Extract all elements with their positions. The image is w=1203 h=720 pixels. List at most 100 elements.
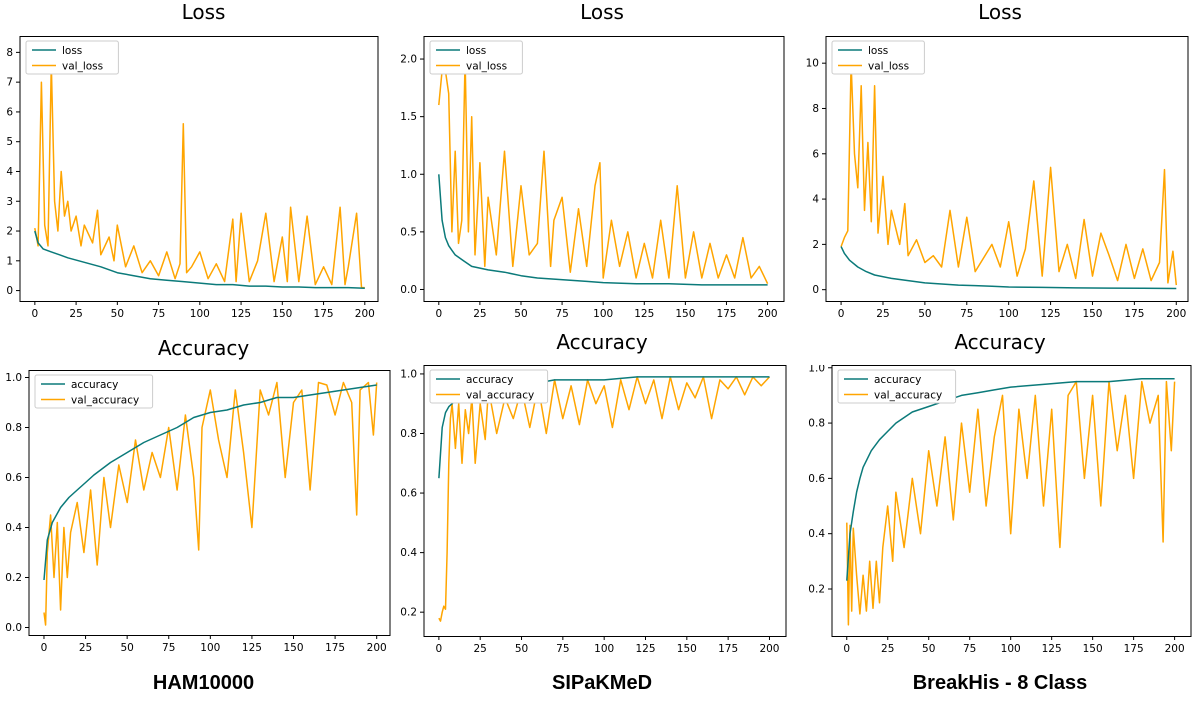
legend-label: val_accuracy bbox=[466, 389, 534, 401]
series-line-loss bbox=[840, 246, 1177, 290]
x-tick-label: 50 bbox=[514, 308, 527, 320]
series-line-val_loss bbox=[34, 63, 365, 289]
x-tick-label: 150 bbox=[272, 308, 292, 320]
x-tick-label: 25 bbox=[881, 643, 894, 655]
y-tick-label: 8 bbox=[812, 103, 819, 115]
x-tick-label: 50 bbox=[515, 643, 528, 655]
x-tick-label: 25 bbox=[79, 642, 92, 654]
y-tick-label: 0.4 bbox=[808, 528, 825, 540]
y-tick-label: 0.2 bbox=[5, 572, 22, 584]
y-tick-label: 10 bbox=[806, 58, 819, 70]
x-tick-label: 175 bbox=[718, 643, 738, 655]
x-tick-label: 75 bbox=[963, 643, 976, 655]
x-tick-label: 175 bbox=[1124, 308, 1144, 320]
x-tick-label: 150 bbox=[1082, 308, 1102, 320]
x-tick-label: 75 bbox=[555, 308, 568, 320]
chart-plot-5: 0 25 50 75 100 125 150 175 200 0.2 0.4 0.6 0.8 1.0 acc… bbox=[400, 365, 787, 655]
series-line-val_loss bbox=[438, 58, 769, 285]
y-tick-label: 0.0 bbox=[5, 622, 22, 634]
legend-label: loss bbox=[466, 45, 486, 57]
x-tick-label: 0 bbox=[436, 643, 443, 655]
series-line-accuracy bbox=[846, 378, 1175, 581]
y-tick-label: 2 bbox=[812, 239, 819, 251]
legend: loss val_loss bbox=[831, 40, 925, 75]
plot-frame bbox=[28, 370, 391, 636]
y-tick-label: 0.4 bbox=[5, 522, 22, 534]
x-tick-label: 100 bbox=[200, 642, 220, 654]
y-tick-label: 0.6 bbox=[5, 472, 22, 484]
x-tick-label: 150 bbox=[677, 643, 697, 655]
x-tick-label: 25 bbox=[69, 308, 82, 320]
chart-plot-6: 0 25 50 75 100 125 150 175 200 0.2 0.4 0.6 0.8 1.0 acc… bbox=[808, 365, 1192, 655]
legend-label: val_accuracy bbox=[71, 394, 139, 406]
legend-label: val_loss bbox=[466, 60, 507, 72]
y-tick-label: 2 bbox=[6, 226, 13, 238]
x-tick-label: 150 bbox=[1083, 643, 1103, 655]
series-line-val_accuracy bbox=[846, 380, 1176, 626]
y-tick-label: 1.0 bbox=[400, 368, 417, 380]
x-tick-label: 100 bbox=[594, 643, 614, 655]
y-tick-label: 0 bbox=[6, 285, 13, 297]
plot-frame bbox=[423, 365, 787, 637]
legend-label: loss bbox=[868, 45, 888, 57]
y-tick-label: 0.8 bbox=[808, 418, 825, 430]
x-tick-label: 25 bbox=[876, 308, 889, 320]
x-tick-label: 200 bbox=[759, 643, 779, 655]
x-tick-label: 75 bbox=[960, 308, 973, 320]
x-tick-label: 200 bbox=[758, 308, 778, 320]
y-tick-label: 0.2 bbox=[400, 607, 417, 619]
x-tick-label: 75 bbox=[556, 643, 569, 655]
x-tick-label: 150 bbox=[283, 642, 303, 654]
legend-label: accuracy bbox=[874, 374, 921, 386]
plot-frame bbox=[19, 36, 379, 302]
x-tick-label: 75 bbox=[152, 308, 165, 320]
x-tick-label: 200 bbox=[1166, 308, 1186, 320]
chart-title: Loss bbox=[181, 0, 226, 24]
x-tick-label: 200 bbox=[367, 642, 387, 654]
y-tick-label: 5 bbox=[6, 136, 13, 148]
y-tick-label: 1.5 bbox=[400, 111, 417, 123]
y-tick-label: 0.4 bbox=[400, 547, 417, 559]
series-line-accuracy bbox=[43, 384, 377, 581]
x-tick-label: 200 bbox=[1165, 643, 1185, 655]
x-tick-label: 125 bbox=[1042, 643, 1062, 655]
y-tick-label: 0.0 bbox=[400, 284, 417, 296]
x-tick-label: 50 bbox=[922, 643, 935, 655]
x-tick-label: 125 bbox=[635, 643, 655, 655]
y-tick-label: 0.2 bbox=[808, 583, 825, 595]
legend: loss val_loss bbox=[429, 40, 523, 75]
y-tick-label: 0.8 bbox=[5, 422, 22, 434]
x-tick-label: 125 bbox=[634, 308, 654, 320]
y-tick-label: 0.5 bbox=[400, 226, 417, 238]
x-tick-label: 75 bbox=[162, 642, 175, 654]
x-tick-label: 100 bbox=[999, 308, 1019, 320]
legend: loss val_loss bbox=[25, 40, 119, 75]
x-tick-label: 50 bbox=[918, 308, 931, 320]
y-tick-label: 1.0 bbox=[808, 365, 825, 374]
x-tick-label: 0 bbox=[435, 308, 442, 320]
y-tick-label: 4 bbox=[812, 194, 819, 206]
y-tick-label: 0 bbox=[812, 284, 819, 296]
legend-label: val_loss bbox=[62, 60, 103, 72]
x-tick-label: 175 bbox=[1124, 643, 1144, 655]
x-tick-label: 125 bbox=[231, 308, 251, 320]
chart-title: Loss bbox=[580, 0, 624, 24]
chart-plot-4: 0 25 50 75 100 125 150 175 200 0.0 0.2 0.4 0.6 0.8 1.0… bbox=[5, 370, 391, 654]
chart-plot-3: 0 25 50 75 100 125 150 175 200 0 2 4 6 8 10 loss val_los… bbox=[806, 36, 1189, 320]
series-line-val_accuracy bbox=[438, 376, 771, 622]
legend-label: accuracy bbox=[71, 379, 118, 391]
dataset-label: BreakHis - 8 Class bbox=[912, 672, 1088, 694]
plot-frame bbox=[825, 36, 1189, 302]
y-tick-label: 6 bbox=[6, 106, 13, 118]
y-tick-label: 0.6 bbox=[808, 473, 825, 485]
y-tick-label: 8 bbox=[6, 47, 13, 59]
x-tick-label: 200 bbox=[355, 308, 375, 320]
legend: accuracy val_accuracy bbox=[429, 369, 549, 404]
legend-label: accuracy bbox=[466, 374, 513, 386]
x-tick-label: 100 bbox=[1001, 643, 1021, 655]
x-tick-label: 0 bbox=[843, 643, 850, 655]
x-tick-label: 125 bbox=[242, 642, 262, 654]
legend: accuracy val_accuracy bbox=[837, 369, 957, 404]
chart-title: Accuracy bbox=[954, 330, 1046, 354]
chart-title: Accuracy bbox=[556, 330, 648, 354]
